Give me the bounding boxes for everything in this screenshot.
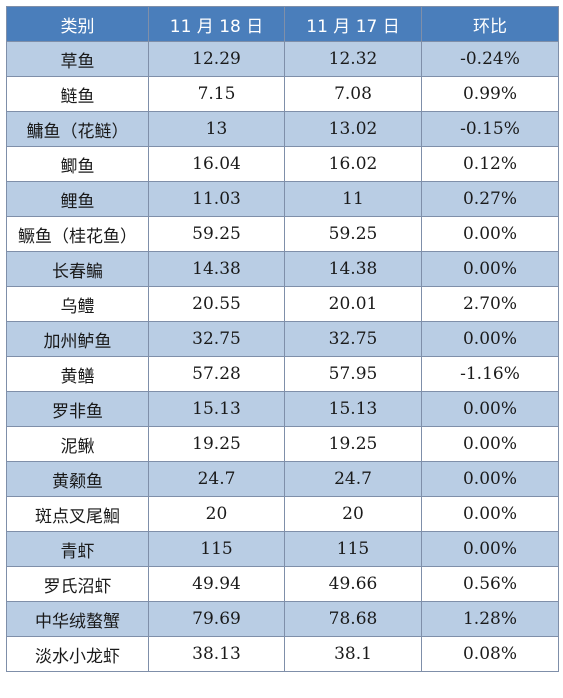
category-cell: 泥鳅 bbox=[6, 426, 149, 462]
nov17-price-cell: 115 bbox=[284, 531, 422, 567]
nov17-price-cell: 57.95 bbox=[284, 356, 422, 392]
nov18-price-cell: 14.38 bbox=[148, 251, 285, 287]
nov17-price-cell: 11 bbox=[284, 181, 422, 217]
header-change: 环比 bbox=[421, 6, 559, 42]
table-row: 黄颡鱼 24.7 24.7 0.00% bbox=[6, 461, 559, 497]
category-cell: 斑点叉尾鮰 bbox=[6, 496, 149, 532]
table-row: 鲫鱼 16.04 16.02 0.12% bbox=[6, 146, 559, 182]
nov18-price-cell: 57.28 bbox=[148, 356, 285, 392]
change-cell: 2.70% bbox=[421, 286, 559, 322]
nov18-price-cell: 32.75 bbox=[148, 321, 285, 357]
change-cell: -0.24% bbox=[421, 41, 559, 77]
nov18-price-cell: 7.15 bbox=[148, 76, 285, 112]
nov18-price-cell: 13 bbox=[148, 111, 285, 147]
change-cell: 0.99% bbox=[421, 76, 559, 112]
nov18-price-cell: 79.69 bbox=[148, 601, 285, 637]
nov17-price-cell: 78.68 bbox=[284, 601, 422, 637]
change-cell: 0.56% bbox=[421, 566, 559, 602]
nov17-price-cell: 12.32 bbox=[284, 41, 422, 77]
price-table-container: 类别 11 月 18 日 11 月 17 日 环比 草鱼 12.29 12.32 -0… bbox=[6, 6, 559, 672]
nov17-price-cell: 32.75 bbox=[284, 321, 422, 357]
nov17-price-cell: 19.25 bbox=[284, 426, 422, 462]
nov17-price-cell: 59.25 bbox=[284, 216, 422, 252]
change-cell: 0.00% bbox=[421, 531, 559, 567]
category-cell: 中华绒螯蟹 bbox=[6, 601, 149, 637]
table-row: 鳜鱼（桂花鱼） 59.25 59.25 0.00% bbox=[6, 216, 559, 252]
change-cell: 0.00% bbox=[421, 496, 559, 532]
table-row: 泥鳅 19.25 19.25 0.00% bbox=[6, 426, 559, 462]
nov18-price-cell: 11.03 bbox=[148, 181, 285, 217]
table-row: 鳙鱼（花鲢） 13 13.02 -0.15% bbox=[6, 111, 559, 147]
change-cell: 0.00% bbox=[421, 251, 559, 287]
nov18-price-cell: 19.25 bbox=[148, 426, 285, 462]
change-cell: 0.00% bbox=[421, 426, 559, 462]
nov18-price-cell: 24.7 bbox=[148, 461, 285, 497]
category-cell: 鲤鱼 bbox=[6, 181, 149, 217]
table-row: 罗非鱼 15.13 15.13 0.00% bbox=[6, 391, 559, 427]
nov18-price-cell: 15.13 bbox=[148, 391, 285, 427]
table-row: 青虾 115 115 0.00% bbox=[6, 531, 559, 567]
nov17-price-cell: 20.01 bbox=[284, 286, 422, 322]
category-cell: 淡水小龙虾 bbox=[6, 636, 149, 672]
price-table: 类别 11 月 18 日 11 月 17 日 环比 草鱼 12.29 12.32 -0… bbox=[6, 6, 559, 672]
nov17-price-cell: 20 bbox=[284, 496, 422, 532]
category-cell: 乌鳢 bbox=[6, 286, 149, 322]
category-cell: 青虾 bbox=[6, 531, 149, 567]
table-row: 长春鳊 14.38 14.38 0.00% bbox=[6, 251, 559, 287]
nov18-price-cell: 16.04 bbox=[148, 146, 285, 182]
category-cell: 罗非鱼 bbox=[6, 391, 149, 427]
table-row: 罗氏沼虾 49.94 49.66 0.56% bbox=[6, 566, 559, 602]
header-category: 类别 bbox=[6, 6, 149, 42]
nov18-price-cell: 115 bbox=[148, 531, 285, 567]
change-cell: 1.28% bbox=[421, 601, 559, 637]
category-cell: 加州鲈鱼 bbox=[6, 321, 149, 357]
nov17-price-cell: 14.38 bbox=[284, 251, 422, 287]
nov18-price-cell: 12.29 bbox=[148, 41, 285, 77]
table-row: 中华绒螯蟹 79.69 78.68 1.28% bbox=[6, 601, 559, 637]
table-row: 乌鳢 20.55 20.01 2.70% bbox=[6, 286, 559, 322]
header-row: 类别 11 月 18 日 11 月 17 日 环比 bbox=[6, 6, 559, 42]
table-row: 黄鳝 57.28 57.95 -1.16% bbox=[6, 356, 559, 392]
table-row: 加州鲈鱼 32.75 32.75 0.00% bbox=[6, 321, 559, 357]
category-cell: 罗氏沼虾 bbox=[6, 566, 149, 602]
nov17-price-cell: 38.1 bbox=[284, 636, 422, 672]
nov18-price-cell: 49.94 bbox=[148, 566, 285, 602]
change-cell: 0.27% bbox=[421, 181, 559, 217]
table-row: 鲢鱼 7.15 7.08 0.99% bbox=[6, 76, 559, 112]
change-cell: 0.00% bbox=[421, 216, 559, 252]
header-nov18: 11 月 18 日 bbox=[148, 6, 285, 42]
category-cell: 草鱼 bbox=[6, 41, 149, 77]
nov17-price-cell: 16.02 bbox=[284, 146, 422, 182]
table-header: 类别 11 月 18 日 11 月 17 日 环比 bbox=[6, 6, 559, 42]
nov18-price-cell: 20.55 bbox=[148, 286, 285, 322]
change-cell: 0.12% bbox=[421, 146, 559, 182]
nov17-price-cell: 7.08 bbox=[284, 76, 422, 112]
table-row: 草鱼 12.29 12.32 -0.24% bbox=[6, 41, 559, 77]
category-cell: 长春鳊 bbox=[6, 251, 149, 287]
header-nov17: 11 月 17 日 bbox=[284, 6, 422, 42]
nov17-price-cell: 24.7 bbox=[284, 461, 422, 497]
category-cell: 鲫鱼 bbox=[6, 146, 149, 182]
nov17-price-cell: 49.66 bbox=[284, 566, 422, 602]
category-cell: 鲢鱼 bbox=[6, 76, 149, 112]
category-cell: 黄鳝 bbox=[6, 356, 149, 392]
change-cell: 0.00% bbox=[421, 461, 559, 497]
category-cell: 鳜鱼（桂花鱼） bbox=[6, 216, 149, 252]
table-row: 斑点叉尾鮰 20 20 0.00% bbox=[6, 496, 559, 532]
change-cell: -1.16% bbox=[421, 356, 559, 392]
nov18-price-cell: 59.25 bbox=[148, 216, 285, 252]
category-cell: 鳙鱼（花鲢） bbox=[6, 111, 149, 147]
nov18-price-cell: 20 bbox=[148, 496, 285, 532]
change-cell: -0.15% bbox=[421, 111, 559, 147]
category-cell: 黄颡鱼 bbox=[6, 461, 149, 497]
change-cell: 0.00% bbox=[421, 321, 559, 357]
nov18-price-cell: 38.13 bbox=[148, 636, 285, 672]
nov17-price-cell: 13.02 bbox=[284, 111, 422, 147]
change-cell: 0.00% bbox=[421, 391, 559, 427]
nov17-price-cell: 15.13 bbox=[284, 391, 422, 427]
table-row: 鲤鱼 11.03 11 0.27% bbox=[6, 181, 559, 217]
table-body: 草鱼 12.29 12.32 -0.24% 鲢鱼 7.15 7.08 0.99% 鳙鱼（花鲢） 1… bbox=[6, 41, 559, 672]
table-row: 淡水小龙虾 38.13 38.1 0.08% bbox=[6, 636, 559, 672]
change-cell: 0.08% bbox=[421, 636, 559, 672]
